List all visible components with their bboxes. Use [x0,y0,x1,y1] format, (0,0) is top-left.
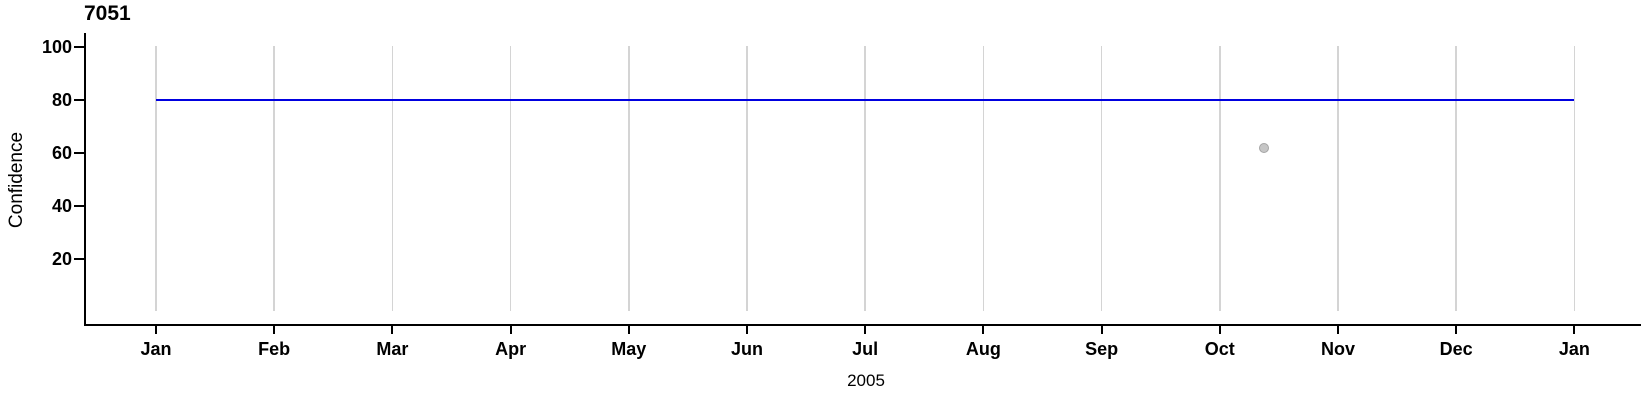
x-tick-label-5: Jun [730,339,763,359]
x-tick-8 [1100,326,1103,334]
x-tick-12 [1573,326,1576,334]
x-axis-line [84,324,1641,326]
x-tick-7 [982,326,985,334]
y-tick-60 [74,152,84,154]
y-axis-line [84,33,86,326]
gridline-may-4 [628,46,630,311]
x-tick-label-6: Jul [852,339,879,359]
gridline-jan-12 [1573,46,1576,311]
x-tick-label-7: Aug [965,339,1001,359]
x-tick-label-4: May [611,339,647,359]
x-tick-9 [1218,326,1221,334]
gridline-jun-5 [746,46,748,311]
data-point [1258,142,1269,153]
y-tick-label-40: 40 [51,196,72,216]
gridline-sep-8 [1100,46,1103,311]
x-tick-label-8: Sep [1085,339,1119,359]
threshold-line [156,99,1575,101]
gridline-mar-2 [391,46,394,311]
gridline-apr-3 [509,46,512,311]
gridline-feb-1 [273,46,275,311]
y-tick-label-20: 20 [51,249,72,269]
gridline-dec-11 [1455,46,1457,311]
gridline-aug-7 [982,46,985,311]
x-tick-label-0: Jan [140,339,172,359]
gridline-jul-6 [864,46,866,311]
x-axis-label: 2005 [847,371,885,390]
x-tick-label-10: Nov [1320,339,1355,359]
chart-title: 7051 [84,2,131,25]
x-tick-label-1: Feb [258,339,291,359]
y-tick-label-100: 100 [41,37,72,57]
x-tick-0 [155,326,157,334]
y-tick-80 [74,99,84,101]
x-tick-11 [1455,326,1458,334]
y-tick-label-80: 80 [51,90,72,110]
y-tick-20 [74,258,84,260]
x-tick-10 [1337,326,1339,334]
y-tick-40 [74,205,84,207]
x-tick-5 [746,326,748,334]
x-tick-label-9: Oct [1204,339,1235,359]
gridline-oct-9 [1219,46,1221,311]
x-tick-label-12: Jan [1558,339,1590,359]
y-tick-label-60: 60 [51,143,72,163]
gridline-nov-10 [1337,46,1339,311]
x-tick-1 [273,326,276,334]
x-tick-label-11: Dec [1439,339,1473,359]
x-tick-6 [864,326,867,334]
x-tick-label-3: Apr [495,339,527,359]
y-tick-100 [74,46,84,48]
gridline-jan-0 [155,46,157,311]
x-tick-3 [509,326,512,334]
x-tick-2 [391,326,394,334]
x-tick-4 [627,326,630,334]
x-tick-label-2: Mar [376,339,409,359]
